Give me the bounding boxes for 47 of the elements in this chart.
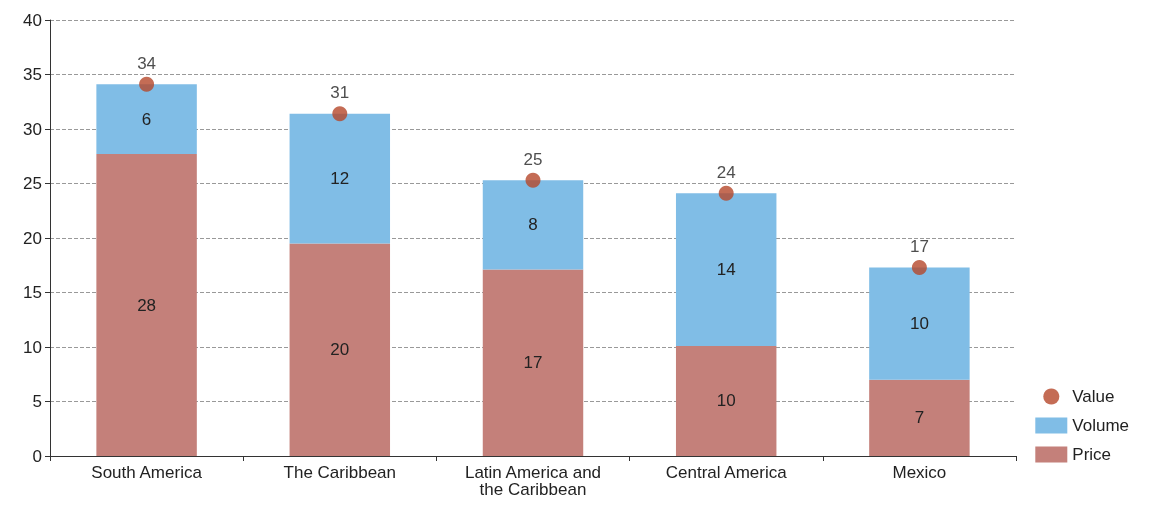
legend-label: Price xyxy=(1072,445,1112,464)
point xyxy=(139,76,155,92)
data-label: 34 xyxy=(137,53,157,73)
bar xyxy=(869,379,970,456)
x-tick-label: Mexico xyxy=(892,463,947,482)
bar xyxy=(482,180,584,270)
bar xyxy=(96,154,197,456)
point xyxy=(332,106,348,122)
x-tick-label: The Caribbean xyxy=(283,463,397,482)
data-label: 10 xyxy=(716,391,736,411)
legend-label: Value xyxy=(1072,387,1115,406)
x-tick-label: South America xyxy=(91,463,203,482)
x-tick-label: Latin America and the Caribbean xyxy=(464,463,602,499)
point xyxy=(718,185,734,201)
bar xyxy=(675,345,777,456)
y-tick-label: 20 xyxy=(23,228,42,248)
data-label: 6 xyxy=(141,109,152,129)
data-label: 7 xyxy=(914,408,925,428)
point xyxy=(525,172,541,188)
y-tick-label: 5 xyxy=(32,392,42,411)
bar xyxy=(289,243,391,456)
data-label: 8 xyxy=(528,215,538,235)
data-label: 25 xyxy=(523,149,543,169)
y-tick-label: 40 xyxy=(23,10,42,30)
data-label: 17 xyxy=(523,353,543,373)
data-label: 12 xyxy=(330,169,350,189)
bar xyxy=(869,267,970,380)
y-tick-label: 0 xyxy=(32,446,42,466)
bar xyxy=(96,84,197,155)
bar xyxy=(675,193,777,346)
data-label: 24 xyxy=(716,162,736,182)
data-label: 14 xyxy=(716,260,736,280)
data-label: 28 xyxy=(137,295,157,315)
data-label: 17 xyxy=(909,236,929,256)
y-tick-label: 15 xyxy=(23,283,42,302)
y-tick-label: 35 xyxy=(23,65,42,84)
data-label: 20 xyxy=(330,340,350,360)
data-label: 10 xyxy=(909,314,929,334)
y-tick-label: 10 xyxy=(23,337,42,357)
point xyxy=(911,259,927,275)
bar xyxy=(482,269,584,456)
x-tick-label: Central America xyxy=(665,463,788,482)
bar xyxy=(289,113,391,244)
legend-label: Volume xyxy=(1072,416,1129,435)
data-label: 31 xyxy=(330,83,350,103)
y-tick-label: 25 xyxy=(23,174,42,193)
y-tick-label: 30 xyxy=(23,119,42,139)
